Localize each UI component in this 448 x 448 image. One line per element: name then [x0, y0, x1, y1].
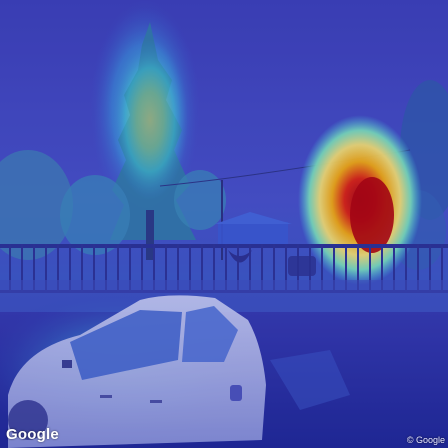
- parked-car: [8, 295, 266, 448]
- google-watermark: Google: [6, 426, 59, 443]
- left-trees: [0, 150, 226, 260]
- copyright-label: © Google: [406, 435, 445, 445]
